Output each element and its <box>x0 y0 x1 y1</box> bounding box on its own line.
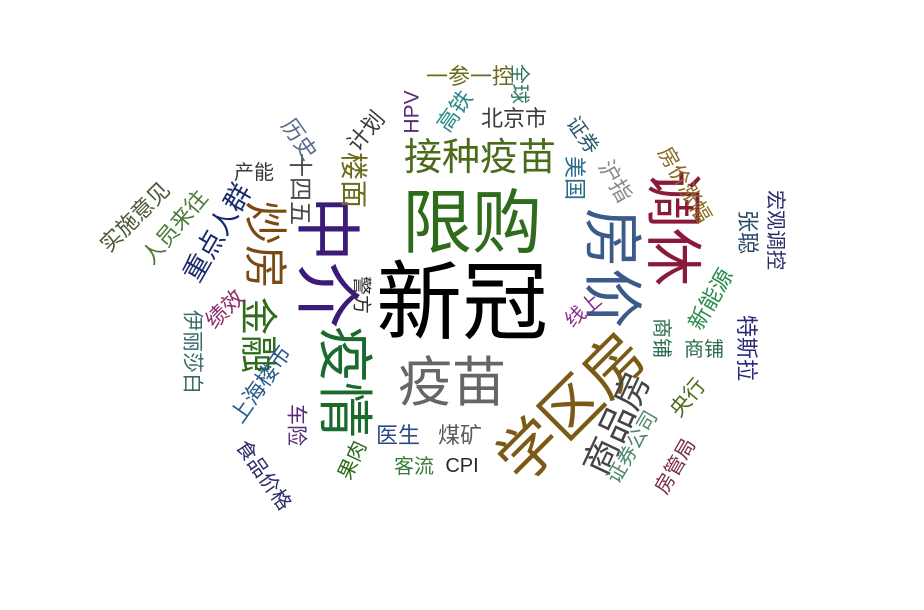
word-keliu: 客流 <box>394 454 434 478</box>
word-meiguo: 美国 <box>561 155 586 201</box>
word-chexian: 车险 <box>284 404 309 446</box>
word-jiezhongyimiao: 接种疫苗 <box>403 135 557 179</box>
word-huzhi: 沪指 <box>592 156 637 208</box>
word-shipinjiage: 食品价格 <box>231 435 297 515</box>
word-yimiao: 疫苗 <box>398 351 506 414</box>
word-cpi: CPI <box>445 455 479 477</box>
word-xiangou: 限购 <box>402 182 542 264</box>
word-jihua: 计划 <box>342 106 391 157</box>
word-zhengquan: 证券 <box>561 111 605 159</box>
word-quanqiu: 全球 <box>508 64 532 104</box>
word-yanghang: 央行 <box>664 373 711 422</box>
word-tesila: 特斯拉 <box>733 314 758 382</box>
word-meikuang: 煤矿 <box>437 424 483 449</box>
word-gaotie: 高铁 <box>432 86 479 137</box>
word-channeng: 产能 <box>234 160 274 184</box>
word-yilishabai: 伊丽莎白 <box>180 310 205 394</box>
word-loumian: 楼面 <box>337 151 370 209</box>
word-fangguanju: 房管局 <box>649 434 701 498</box>
word-yisheng: 医生 <box>375 424 421 449</box>
word-yiqing: 疫情 <box>311 326 376 438</box>
word-shangpu: 商铺 <box>650 318 674 358</box>
word-xinguan: 新冠 <box>376 253 548 353</box>
word-guorou: 果肉 <box>332 436 372 484</box>
word-chaofang: 炒房 <box>239 201 290 289</box>
word-hpv: HPV <box>400 90 424 134</box>
word-hongguantiaokong: 宏观调控 <box>764 190 788 270</box>
word-yicanyikong: 一参一控 <box>425 65 515 90</box>
word-jingfang: 警方 <box>350 275 373 315</box>
word-shangpu-right: 商铺 <box>684 337 724 361</box>
word-zhangcong: 张聪 <box>734 209 759 255</box>
word-beijingshi: 北京市 <box>480 107 548 132</box>
